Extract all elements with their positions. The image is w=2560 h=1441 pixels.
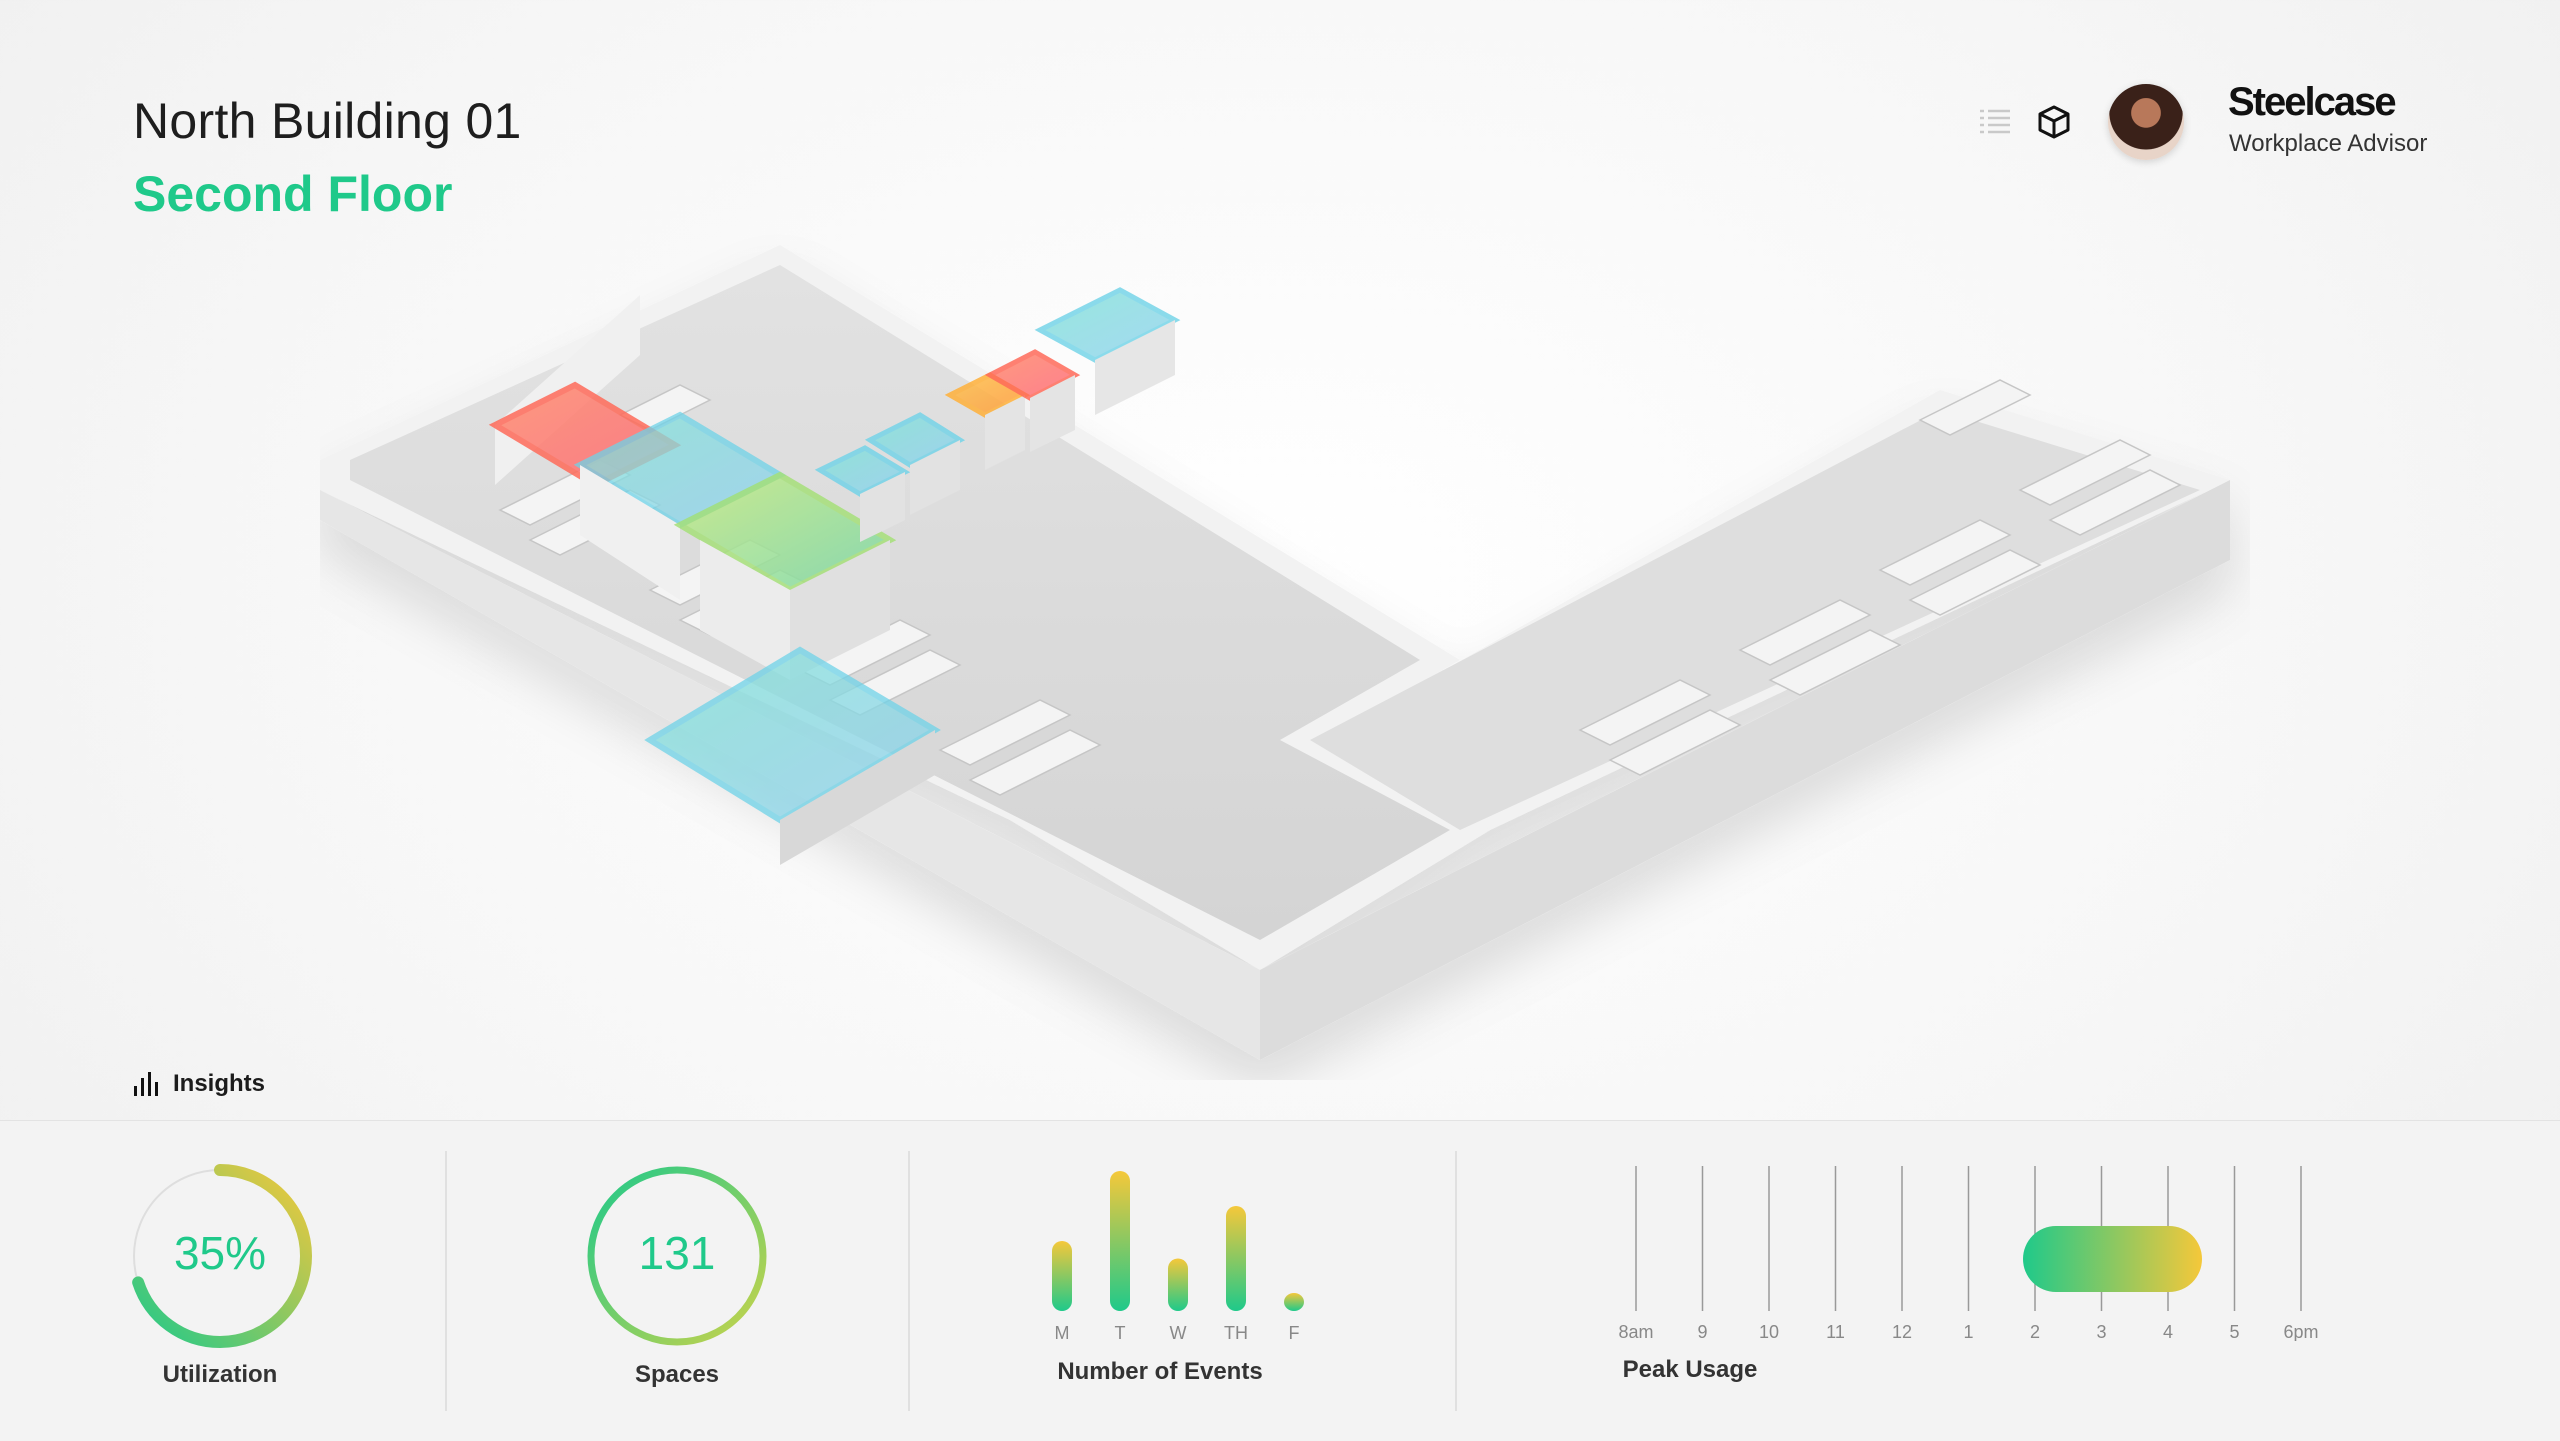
divider-2 xyxy=(908,1151,910,1411)
hour-label: 12 xyxy=(1892,1322,1912,1341)
spaces-label: Spaces xyxy=(634,1361,720,1388)
hour-label: 2 xyxy=(2030,1322,2040,1341)
events-chart[interactable]: M T W TH F xyxy=(1030,1161,1310,1341)
brand-logo: Steelcase xyxy=(2228,80,2397,124)
room-green-1[interactable] xyxy=(673,471,897,680)
peak-usage-chart[interactable]: 8am 9 10 11 12 1 2 3 4 5 6pm xyxy=(1600,1161,2340,1341)
hour-label: 11 xyxy=(1826,1322,1845,1341)
list-view-icon[interactable] xyxy=(1973,100,2017,144)
spaces-value: 131 xyxy=(639,1227,716,1279)
room-blue-4[interactable] xyxy=(1034,287,1181,415)
insights-header[interactable]: Insights xyxy=(133,1070,265,1098)
event-day-label: TH xyxy=(1224,1323,1248,1341)
insights-label: Insights xyxy=(173,1070,266,1097)
utilization-ring[interactable]: 35% xyxy=(120,1156,320,1356)
peak-range-bar[interactable] xyxy=(2023,1226,2202,1292)
user-avatar[interactable] xyxy=(2108,84,2184,160)
room-blue-2[interactable] xyxy=(814,445,911,542)
hour-label: 6pm xyxy=(2283,1322,2318,1341)
hour-label: 8am xyxy=(1618,1322,1653,1341)
hour-label: 5 xyxy=(2229,1322,2239,1341)
user-role: Workplace Advisor xyxy=(2229,130,2428,157)
floor-title: Second Floor xyxy=(133,166,453,222)
3d-cube-icon[interactable] xyxy=(2032,100,2076,144)
spaces-ring[interactable]: 131 xyxy=(577,1156,777,1356)
floor-right-wing xyxy=(1310,410,2200,830)
insights-panel: 35% Utilization 131 Spaces M T W TH F Number… xyxy=(0,1120,2560,1441)
utilization-label: Utilization xyxy=(162,1361,278,1388)
event-day-label: T xyxy=(1115,1323,1126,1341)
event-bar-th[interactable] xyxy=(1226,1206,1246,1311)
hour-label: 10 xyxy=(1759,1322,1779,1341)
event-bar-m[interactable] xyxy=(1052,1241,1072,1311)
building-title: North Building 01 xyxy=(133,93,522,149)
room-red-2[interactable] xyxy=(984,349,1081,452)
event-day-label: F xyxy=(1289,1323,1300,1341)
peak-label: Peak Usage xyxy=(1622,1356,1758,1383)
event-day-label: M xyxy=(1055,1323,1070,1341)
divider-1 xyxy=(445,1151,447,1411)
hour-label: 3 xyxy=(2096,1322,2106,1341)
event-bar-w[interactable] xyxy=(1168,1258,1188,1312)
room-blue-large[interactable] xyxy=(644,646,941,865)
workstations-right xyxy=(1578,379,2182,776)
utilization-value: 35% xyxy=(174,1227,266,1279)
floor-plan[interactable] xyxy=(320,180,2250,1080)
hour-label: 4 xyxy=(2163,1322,2173,1341)
event-bar-t[interactable] xyxy=(1110,1171,1130,1311)
event-day-label: W xyxy=(1170,1323,1187,1341)
hour-label: 9 xyxy=(1697,1322,1707,1341)
hour-label: 1 xyxy=(1963,1322,1973,1341)
room-blue-3[interactable] xyxy=(864,412,966,515)
bar-chart-icon xyxy=(134,1072,158,1096)
events-label: Number of Events xyxy=(1057,1358,1263,1385)
event-bar-f[interactable] xyxy=(1284,1293,1304,1311)
divider-3 xyxy=(1455,1151,1457,1411)
